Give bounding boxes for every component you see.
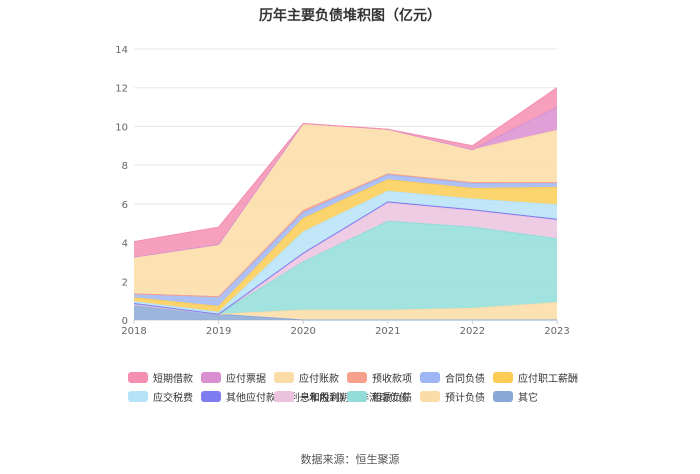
legend-label: 租赁负债	[372, 392, 412, 404]
legend-swatch	[347, 390, 367, 402]
legend-label: 预计负债	[445, 392, 485, 404]
legend-item[interactable]: 租赁负债	[347, 389, 420, 404]
area-series	[134, 123, 557, 297]
legend-label: 短期借款	[153, 373, 193, 385]
x-tick-label: 2018	[121, 326, 146, 337]
series-lines-group	[133, 87, 558, 321]
legend-label: 应付账款	[299, 373, 339, 385]
legend-label: 应付职工薪酬	[518, 373, 578, 385]
legend-swatch	[201, 371, 221, 383]
legend-swatch	[347, 371, 367, 383]
x-tick-label: 2023	[544, 326, 569, 337]
legend-label: 合同负债	[445, 373, 485, 385]
legend-swatch	[274, 371, 294, 383]
legend-swatch	[420, 390, 440, 402]
legend-swatch	[420, 371, 440, 383]
series-line	[133, 190, 558, 313]
x-tick-label: 2020	[290, 326, 315, 337]
chart-title: 历年主要负债堆积图（亿元）	[259, 8, 441, 24]
legend-item[interactable]: 一年内到期的非流动负债	[274, 389, 409, 404]
legend-item[interactable]: 预计负债	[420, 389, 493, 404]
y-tick-label: 2	[122, 277, 128, 288]
series-line	[133, 179, 558, 307]
x-tick-label: 2022	[460, 326, 485, 337]
series-line	[133, 173, 557, 298]
area-series	[134, 87, 557, 258]
area-series	[134, 191, 557, 315]
legend-item[interactable]: 短期借款	[128, 370, 201, 385]
series-line	[133, 201, 558, 315]
legend-label: 其它	[518, 392, 538, 404]
y-tick-label: 4	[122, 239, 128, 250]
x-tick-label: 2021	[375, 326, 400, 337]
legend-item[interactable]: 应付职工薪酬	[493, 370, 583, 385]
legend-item[interactable]: 合同负债	[420, 370, 493, 385]
legend-item[interactable]: 应付票据	[201, 370, 274, 385]
legend-item[interactable]: 其它	[493, 389, 583, 404]
legend: 短期借款 应付票据 应付账款 预收款项 合同负债 应付职工薪酬应交税费其他应付款(含利息和…	[128, 370, 628, 404]
legend-item[interactable]: 其他应付款(含利息和股利)	[201, 389, 344, 404]
legend-swatch	[493, 371, 513, 383]
y-tick-label: 6	[122, 200, 128, 211]
legend-item[interactable]: 应交税费	[128, 389, 201, 404]
legend-swatch	[493, 390, 513, 402]
legend-label: 应付票据	[226, 373, 266, 385]
axes: 0 2 4 6 8 10 12 14 2018 2019 2020 2021 2022 2023	[115, 45, 569, 337]
legend-item[interactable]: 应付账款	[274, 370, 347, 385]
area-series	[134, 221, 557, 315]
legend-swatch	[274, 390, 294, 402]
legend-swatch	[201, 390, 221, 402]
x-tick-label: 2019	[206, 326, 231, 337]
legend-label: 预收款项	[372, 373, 412, 385]
series-line	[133, 87, 558, 243]
legend-item[interactable]: 预收款项	[347, 370, 420, 385]
y-tick-label: 0	[122, 316, 128, 327]
y-tick-label: 10	[115, 122, 128, 133]
legend-label: 应交税费	[153, 392, 193, 404]
legend-swatch	[128, 371, 148, 383]
legend-swatch	[128, 390, 148, 402]
y-tick-label: 8	[122, 161, 128, 172]
y-tick-label: 14	[115, 45, 128, 56]
area-series	[134, 179, 557, 313]
area-series-group	[134, 87, 557, 320]
source-note: 数据来源：恒生聚源	[300, 453, 400, 466]
y-tick-label: 12	[115, 84, 128, 95]
